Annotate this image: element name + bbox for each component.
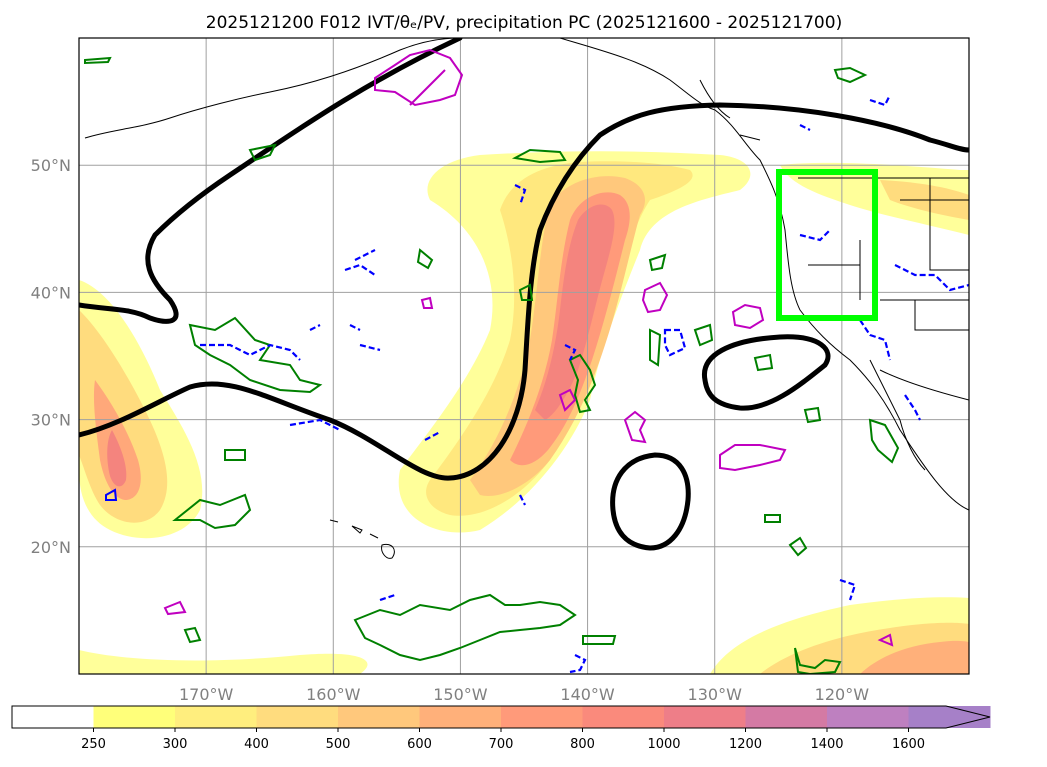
pv-blue-contours: [200, 94, 969, 674]
colorbar-segment: [501, 706, 583, 728]
x-axis-ticks: 170°W 160°W 150°W 140°W 130°W 120°W: [179, 685, 869, 704]
colorbar-segment: [582, 706, 665, 728]
precip-box: [776, 169, 878, 321]
hawaii: [329, 519, 395, 559]
colorbar-tick-label: 1400: [810, 737, 843, 752]
pv-blue-closed: [105, 488, 118, 501]
colorbar-tick-label: 300: [163, 737, 188, 752]
x-tick-label: 150°W: [433, 685, 488, 704]
colorbar-tick-label: 500: [326, 737, 351, 752]
theta-e-contours: [79, 38, 969, 551]
colorbar-tick-label: 800: [570, 737, 595, 752]
x-tick-label: 120°W: [815, 685, 870, 704]
colorbar-segment: [745, 706, 828, 728]
colorbar: 250 300 400 500 600 700 800 1000 1200 1400 1600: [11, 705, 991, 752]
colorbar-tick-label: 600: [407, 737, 432, 752]
colorbar-segment: [338, 706, 420, 728]
colorbar-tick-label: 1600: [892, 737, 925, 752]
colorbar-segment-below: [12, 706, 94, 728]
colorbar-segment: [827, 706, 909, 728]
colorbar-segment: [175, 706, 257, 728]
ivt-plume-southeast: [710, 597, 969, 674]
ivt-plume-central: [398, 151, 751, 533]
map-content: [79, 38, 969, 674]
y-tick-label: 30°N: [31, 411, 71, 430]
map-frame: [78, 37, 970, 675]
chart-title: 2025121200 F012 IVT/θₑ/PV, precipitation…: [206, 13, 842, 33]
x-tick-label: 160°W: [306, 685, 361, 704]
colorbar-outline: [11, 705, 991, 729]
colorbar-tick-label: 250: [81, 737, 106, 752]
y-axis-ticks: 50°N 40°N 30°N 20°N: [31, 156, 71, 557]
x-tick-label: 130°W: [688, 685, 743, 704]
colorbar-segment: [256, 706, 339, 728]
y-tick-label: 40°N: [31, 283, 71, 302]
y-tick-label: 50°N: [31, 156, 71, 175]
colorbar-extend-arrow: [908, 706, 990, 728]
colorbar-tick-label: 1200: [729, 737, 762, 752]
colorbar-segment: [93, 706, 176, 728]
y-tick-label: 20°N: [31, 538, 71, 557]
x-tick-label: 170°W: [179, 685, 234, 704]
coastlines: [84, 38, 969, 511]
colorbar-segment: [664, 706, 746, 728]
colorbar-tick-label: 1000: [647, 737, 680, 752]
colorbar-tick-label: 400: [244, 737, 269, 752]
ivt-plume-south: [79, 650, 368, 674]
x-tick-label: 140°W: [560, 685, 615, 704]
pv-green-contours: [84, 56, 900, 674]
colorbar-tick-label: 700: [489, 737, 514, 752]
colorbar-segment: [419, 706, 502, 728]
pv-magenta-contours: [163, 48, 894, 647]
